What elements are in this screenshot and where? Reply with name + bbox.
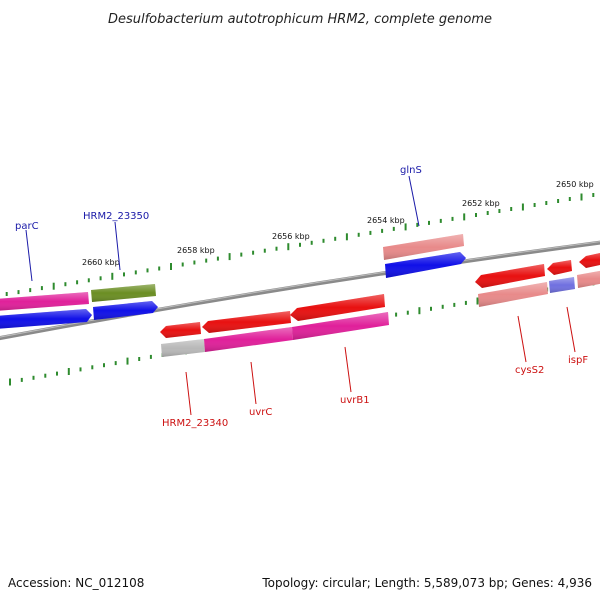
genome-summary-text: Topology: circular; Length: 5,589,073 bp…	[261, 576, 592, 590]
accession-text: Accession: NC_012108	[8, 576, 144, 590]
gene-label-HRM2_23340[interactable]: HRM2_23340	[162, 418, 228, 429]
kbp-label-2650: 2650 kbp	[556, 180, 594, 189]
leader-cysS2	[517, 315, 527, 363]
kbp-label-2658: 2658 kbp	[177, 246, 215, 255]
gene-label-cysS2[interactable]: cysS2	[515, 365, 544, 376]
leader-uvrC	[250, 361, 257, 405]
leader-ispF	[566, 306, 576, 353]
leader-uvrB1	[344, 346, 352, 393]
gene-label-uvrB1[interactable]: uvrB1	[340, 395, 370, 406]
gene-label-uvrC[interactable]: uvrC	[249, 407, 272, 418]
leader-HRM2_23340	[185, 371, 192, 416]
upper-strand-genes	[0, 234, 466, 329]
gene-label-ispF[interactable]: ispF	[568, 355, 588, 366]
leader-glnS	[408, 175, 420, 227]
kbp-label-2654: 2654 kbp	[367, 216, 405, 225]
gene-label-HRM2_23350[interactable]: HRM2_23350	[83, 211, 149, 222]
leader-HRM2_23350	[114, 221, 121, 271]
tick-track-outer	[5, 193, 595, 296]
genome-backbone	[0, 240, 600, 341]
leader-parC	[25, 229, 33, 282]
kbp-label-2660: 2660 kbp	[82, 258, 120, 267]
map-title: Desulfobacterium autotrophicum HRM2, com…	[108, 12, 492, 27]
kbp-label-2656: 2656 kbp	[272, 232, 310, 241]
gene-label-parC[interactable]: parC	[15, 221, 39, 232]
lower-strand-genes	[160, 253, 600, 357]
kbp-label-2652: 2652 kbp	[462, 199, 500, 208]
gene-label-glnS[interactable]: glnS	[400, 165, 422, 176]
leader-lines	[25, 175, 576, 416]
